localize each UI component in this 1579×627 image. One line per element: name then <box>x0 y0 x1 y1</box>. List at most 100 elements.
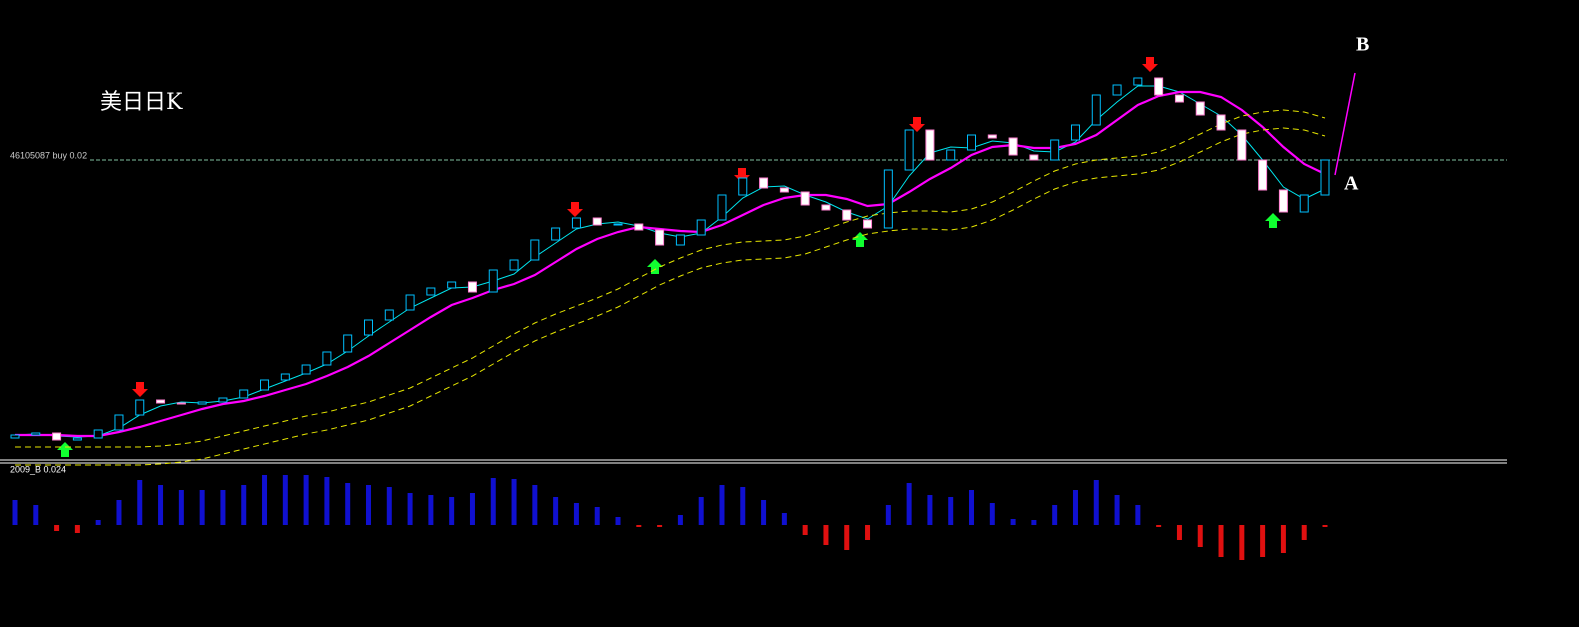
histogram-bar <box>469 493 475 525</box>
histogram-bar <box>740 487 746 525</box>
candle <box>1133 77 1143 86</box>
histogram-bar <box>1197 525 1203 547</box>
histogram-bar <box>1176 525 1182 540</box>
candle <box>135 399 145 416</box>
indicator-title: 2009_B 0.024 <box>10 464 66 474</box>
histogram-bar <box>615 517 621 525</box>
histogram-bar <box>1301 525 1307 540</box>
histogram-bar <box>199 490 205 525</box>
candle <box>717 194 727 221</box>
histogram-bar <box>12 500 18 525</box>
histogram-bar <box>553 497 559 525</box>
moving-average <box>15 109 1326 448</box>
signal-arrows <box>57 57 1281 457</box>
histogram-bar <box>1093 480 1099 525</box>
candle <box>301 364 311 375</box>
histogram-bar <box>1052 505 1058 525</box>
histogram-bar <box>1156 525 1162 527</box>
candle <box>1216 114 1226 131</box>
candle <box>72 437 82 441</box>
histogram-bar <box>906 483 912 525</box>
histogram-bar <box>948 497 954 525</box>
candle <box>260 379 270 391</box>
histogram-bar <box>1239 525 1245 560</box>
candle <box>967 134 977 151</box>
sell-arrow <box>1142 57 1158 72</box>
candle <box>176 402 186 405</box>
candle <box>904 129 914 171</box>
candle <box>821 204 831 211</box>
candle <box>1237 129 1247 161</box>
candle <box>883 169 893 229</box>
histogram-bar <box>511 479 517 525</box>
histogram-bar <box>1072 490 1078 525</box>
buy-arrow <box>1265 213 1281 228</box>
histogram-bar <box>1135 505 1141 525</box>
histogram-bar <box>594 507 600 525</box>
candle <box>488 269 498 293</box>
moving-average <box>15 127 1326 466</box>
candle <box>634 223 644 231</box>
histogram-bar <box>698 497 704 525</box>
histogram-bar <box>345 483 351 525</box>
histogram-bar <box>74 525 80 533</box>
annotation: B <box>1356 34 1369 56</box>
histogram-bar <box>865 525 871 540</box>
candle <box>1258 159 1268 191</box>
candle <box>738 177 748 196</box>
candle <box>779 187 789 193</box>
histogram-bar <box>885 505 891 525</box>
candle <box>218 397 228 403</box>
histogram-bar <box>1322 525 1328 527</box>
histogram-bar <box>490 478 496 525</box>
candle <box>52 432 62 441</box>
candle <box>10 434 20 439</box>
candle <box>1008 137 1018 156</box>
histogram-bar <box>407 493 413 525</box>
candle <box>696 219 706 236</box>
candle <box>655 229 665 246</box>
order-label: 46105087 buy 0.02 <box>10 150 87 160</box>
candle <box>197 401 207 405</box>
histogram-bar <box>262 475 268 525</box>
sell-arrow <box>909 117 925 132</box>
candle <box>530 239 540 261</box>
sell-arrow <box>734 168 750 183</box>
candle <box>1299 194 1309 213</box>
histogram-bar <box>137 480 143 525</box>
histogram-bar <box>324 477 330 525</box>
candle <box>842 209 852 221</box>
histogram-bar <box>386 487 392 525</box>
histogram-bar <box>844 525 850 550</box>
buy-arrow <box>647 259 663 274</box>
histogram-bar <box>282 475 288 525</box>
candle <box>1278 189 1288 213</box>
histogram-bar <box>95 520 101 525</box>
candle <box>447 281 457 289</box>
histogram-bar <box>657 525 663 527</box>
candle <box>571 217 581 229</box>
histogram-bar <box>532 485 538 525</box>
histogram-bar <box>303 475 309 525</box>
histogram-bar <box>1031 520 1037 525</box>
candle <box>467 281 477 293</box>
candle <box>1050 139 1060 161</box>
candle <box>800 191 810 206</box>
histogram-bar <box>365 485 371 525</box>
candle <box>384 309 394 321</box>
candle <box>1070 124 1080 141</box>
buy-arrow <box>57 442 73 457</box>
candle <box>1320 159 1330 196</box>
candle <box>1195 101 1205 116</box>
candle <box>426 287 436 296</box>
moving-average <box>15 90 1326 438</box>
histogram-bar <box>781 513 787 525</box>
histogram-bar <box>1260 525 1266 557</box>
histogram-bar <box>823 525 829 545</box>
buy-arrow <box>852 232 868 247</box>
candle <box>509 259 519 271</box>
candle <box>613 223 623 226</box>
candle <box>343 334 353 353</box>
histogram-bar <box>573 503 579 525</box>
